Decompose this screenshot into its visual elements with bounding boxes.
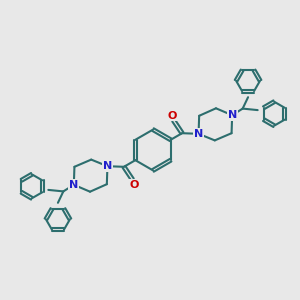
Text: N: N [69,180,79,190]
Text: N: N [103,161,112,171]
Text: N: N [227,110,237,120]
Text: O: O [129,179,139,190]
Text: N: N [194,129,203,139]
Text: O: O [167,110,177,121]
